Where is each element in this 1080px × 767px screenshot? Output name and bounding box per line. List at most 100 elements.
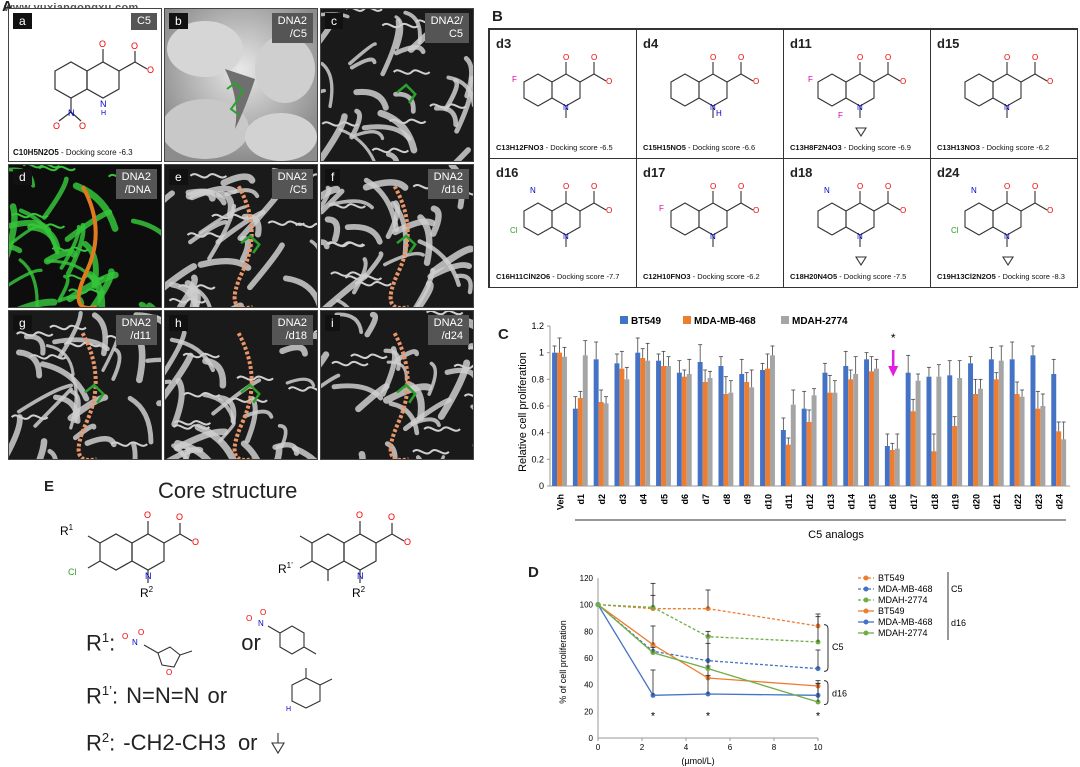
x-tick-label: d4 xyxy=(639,494,649,505)
ribbon-strand xyxy=(321,373,341,389)
bar xyxy=(806,422,812,486)
ribbon-strand xyxy=(18,258,39,307)
x-tick-label: d13 xyxy=(826,494,836,510)
ribbon-strand xyxy=(453,147,471,161)
pyridone-ring xyxy=(845,202,875,236)
compound-caption: C15H15NO5 - Docking score -6.6 xyxy=(643,143,755,152)
bar xyxy=(624,379,630,486)
compound-caption: C13H8F2N4O3 - Docking score -6.9 xyxy=(790,143,911,152)
ribbon-strand xyxy=(72,423,97,441)
bar xyxy=(744,382,750,486)
helix-coil xyxy=(429,103,467,109)
methylpiperazine-group xyxy=(291,668,333,709)
ribbon-strand xyxy=(437,359,471,420)
compound-id: d16 xyxy=(496,165,519,180)
helix-coil xyxy=(172,424,211,430)
helix-coil xyxy=(68,288,106,294)
helix-coil xyxy=(453,363,473,370)
tile-letter: e xyxy=(169,169,188,185)
bar xyxy=(790,404,796,486)
x-axis: Veh d1 d2 d3 d4 d5 d6 d7 d8 d9 d10 d11 d12 d13 d14 d15 d… xyxy=(555,494,1066,521)
ribbon-strand xyxy=(417,239,461,287)
bar xyxy=(968,363,974,486)
ribbon-strand xyxy=(16,383,74,414)
compound-cell-d17: d17 O O O N F C12H10FNO3 - Docking score -6.… xyxy=(636,158,784,288)
tile-letter: i xyxy=(325,315,340,331)
tile-tag: C5 xyxy=(130,13,157,30)
bar xyxy=(910,411,916,486)
bar xyxy=(769,355,775,486)
bar xyxy=(952,426,958,486)
ribbon-render xyxy=(165,330,317,459)
bar xyxy=(889,450,895,486)
helix-coil xyxy=(49,324,87,331)
compound-caption: C16H11ClN2O6 - Docking score -7.7 xyxy=(496,272,619,281)
panel-letter-b: B xyxy=(492,8,503,25)
docking-score: - Docking score -7.5 xyxy=(837,272,907,281)
helix-coil xyxy=(392,69,431,75)
tile-letter: g xyxy=(13,315,32,331)
atom-label: N xyxy=(1004,103,1010,112)
bar xyxy=(993,379,999,486)
atom-label: N xyxy=(530,186,536,195)
legend-label: BT549 xyxy=(631,316,661,327)
ribbon-strand xyxy=(433,105,459,128)
ribbon-strand xyxy=(282,275,317,307)
formula: C13H12FNO3 xyxy=(496,143,544,152)
atom-n: N xyxy=(258,619,264,628)
bar xyxy=(884,446,890,486)
ribbon-strand xyxy=(182,446,191,459)
compound-id: d24 xyxy=(937,165,960,180)
legend-marker xyxy=(863,630,869,636)
compound-cell-d24: d24 O O O N Cl N C19H13Cl2N2O5 - Docking scor… xyxy=(930,158,1078,288)
ribbon-strand xyxy=(33,387,73,428)
ribbon-strand xyxy=(348,42,377,66)
x-tick-label: d11 xyxy=(784,494,794,509)
y-tick-label: 100 xyxy=(580,601,594,610)
data-point xyxy=(705,606,711,612)
atom-label: O xyxy=(900,206,906,215)
ribbon-strand xyxy=(463,321,473,330)
x-tick-label: d17 xyxy=(909,494,919,510)
helix-coil xyxy=(330,271,368,277)
bar xyxy=(640,358,646,486)
dna-strand xyxy=(76,185,98,307)
atom-o: O xyxy=(166,668,172,677)
molecule-drawing: O O O N Cl N xyxy=(951,182,1053,267)
atom-label: O xyxy=(738,182,744,191)
legend-group-label: C5 xyxy=(951,584,963,594)
x-tick-label: d21 xyxy=(992,494,1002,510)
bar-series xyxy=(552,337,1067,486)
ribbon-strand xyxy=(247,242,285,291)
ribbon-strand xyxy=(427,262,472,280)
atom-label: N xyxy=(857,103,863,112)
tile-tag: DNA2 /d18 xyxy=(271,315,313,345)
data-point xyxy=(595,602,601,608)
surface-render xyxy=(165,9,317,161)
ribbon-strand xyxy=(380,346,398,397)
pyridone-ring xyxy=(551,73,581,107)
bar xyxy=(749,387,755,486)
bar xyxy=(619,368,625,486)
helix-coil xyxy=(350,353,388,359)
pyridone-ring xyxy=(698,202,728,236)
ribbon-strand xyxy=(165,263,197,291)
arrow-marker xyxy=(888,350,899,377)
ribbon-strand xyxy=(321,351,330,368)
helix-coil xyxy=(211,213,249,220)
bar xyxy=(760,370,766,486)
series-line xyxy=(597,604,819,627)
ribbon-strand xyxy=(405,381,425,422)
y-tick-label: 1 xyxy=(539,348,544,358)
ribbon-strand xyxy=(171,443,189,459)
helix-coil xyxy=(371,147,410,154)
atom-label: Cl xyxy=(510,226,518,235)
bar xyxy=(718,366,724,486)
data-point xyxy=(815,666,821,672)
atom-label: O xyxy=(753,206,759,215)
docking-score: - Docking score -6.5 xyxy=(543,143,613,152)
r1-options-row: R1: or xyxy=(86,630,261,656)
helix-coil xyxy=(267,220,305,226)
ribbon-strand xyxy=(321,185,341,201)
legend-marker xyxy=(863,608,869,614)
